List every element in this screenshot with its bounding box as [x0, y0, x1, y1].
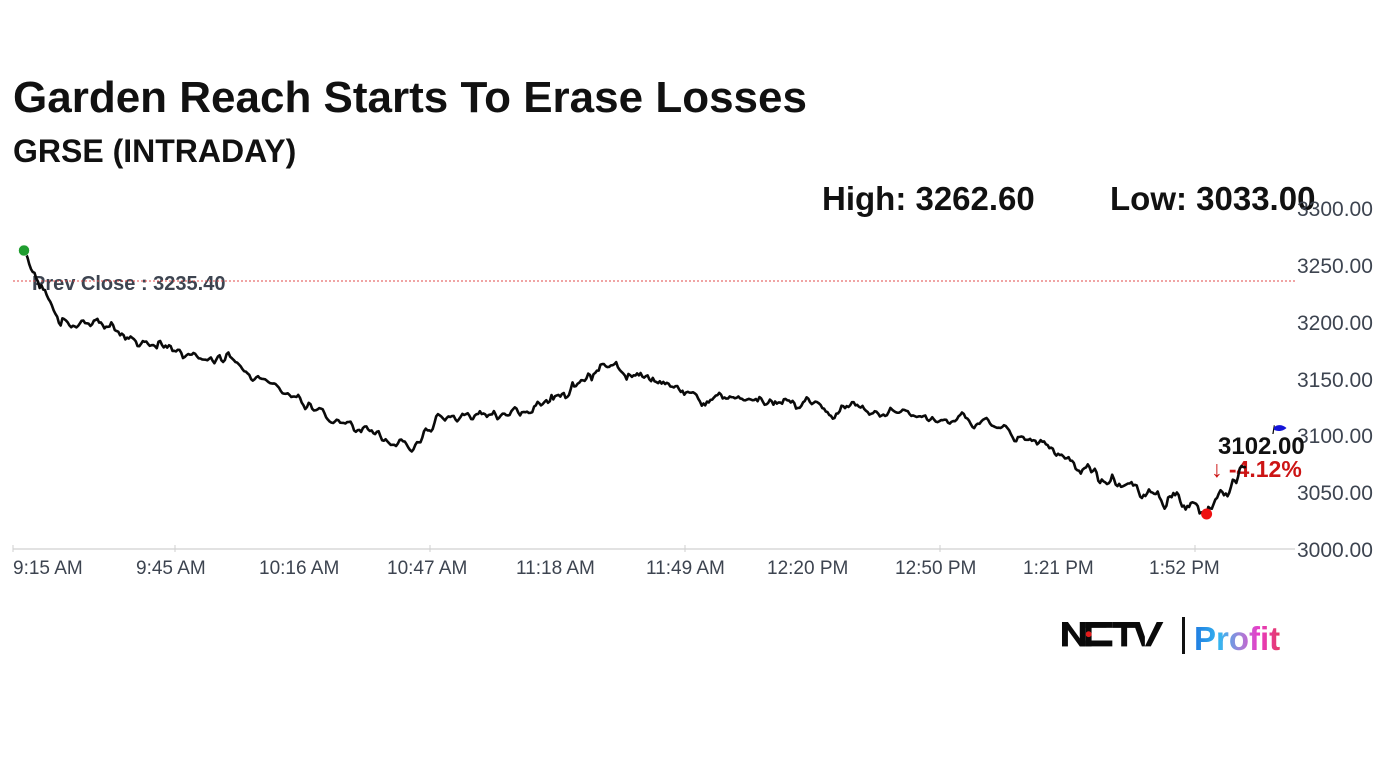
svg-text:Profit: Profit	[1194, 620, 1280, 657]
